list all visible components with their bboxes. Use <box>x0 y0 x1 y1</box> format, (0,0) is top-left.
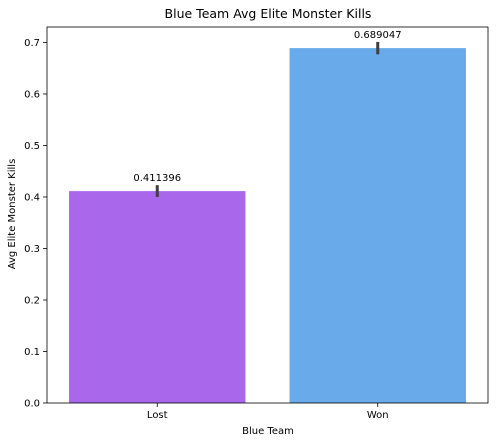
y-tick-label: 0.6 <box>24 89 40 100</box>
y-tick-label: 0.5 <box>24 141 40 152</box>
y-tick-label: 0.7 <box>24 38 40 49</box>
y-axis-label: Avg Elite Monster Kills <box>7 159 18 270</box>
y-tick-label: 0.0 <box>24 399 40 410</box>
x-tick-label-lost: Lost <box>147 410 168 421</box>
x-axis-label: Blue Team <box>242 426 294 437</box>
x-tick-label-won: Won <box>367 410 389 421</box>
chart-title: Blue Team Avg Elite Monster Kills <box>165 6 372 21</box>
data-label-won: 0.689047 <box>354 30 402 41</box>
y-tick-label: 0.2 <box>24 295 40 306</box>
y-tick-label: 0.3 <box>24 244 40 255</box>
y-tick-label: 0.4 <box>24 192 40 203</box>
data-label-lost: 0.411396 <box>133 173 181 184</box>
bar-won <box>290 48 466 403</box>
bar-lost <box>69 191 245 403</box>
y-tick-label: 0.1 <box>24 347 40 358</box>
